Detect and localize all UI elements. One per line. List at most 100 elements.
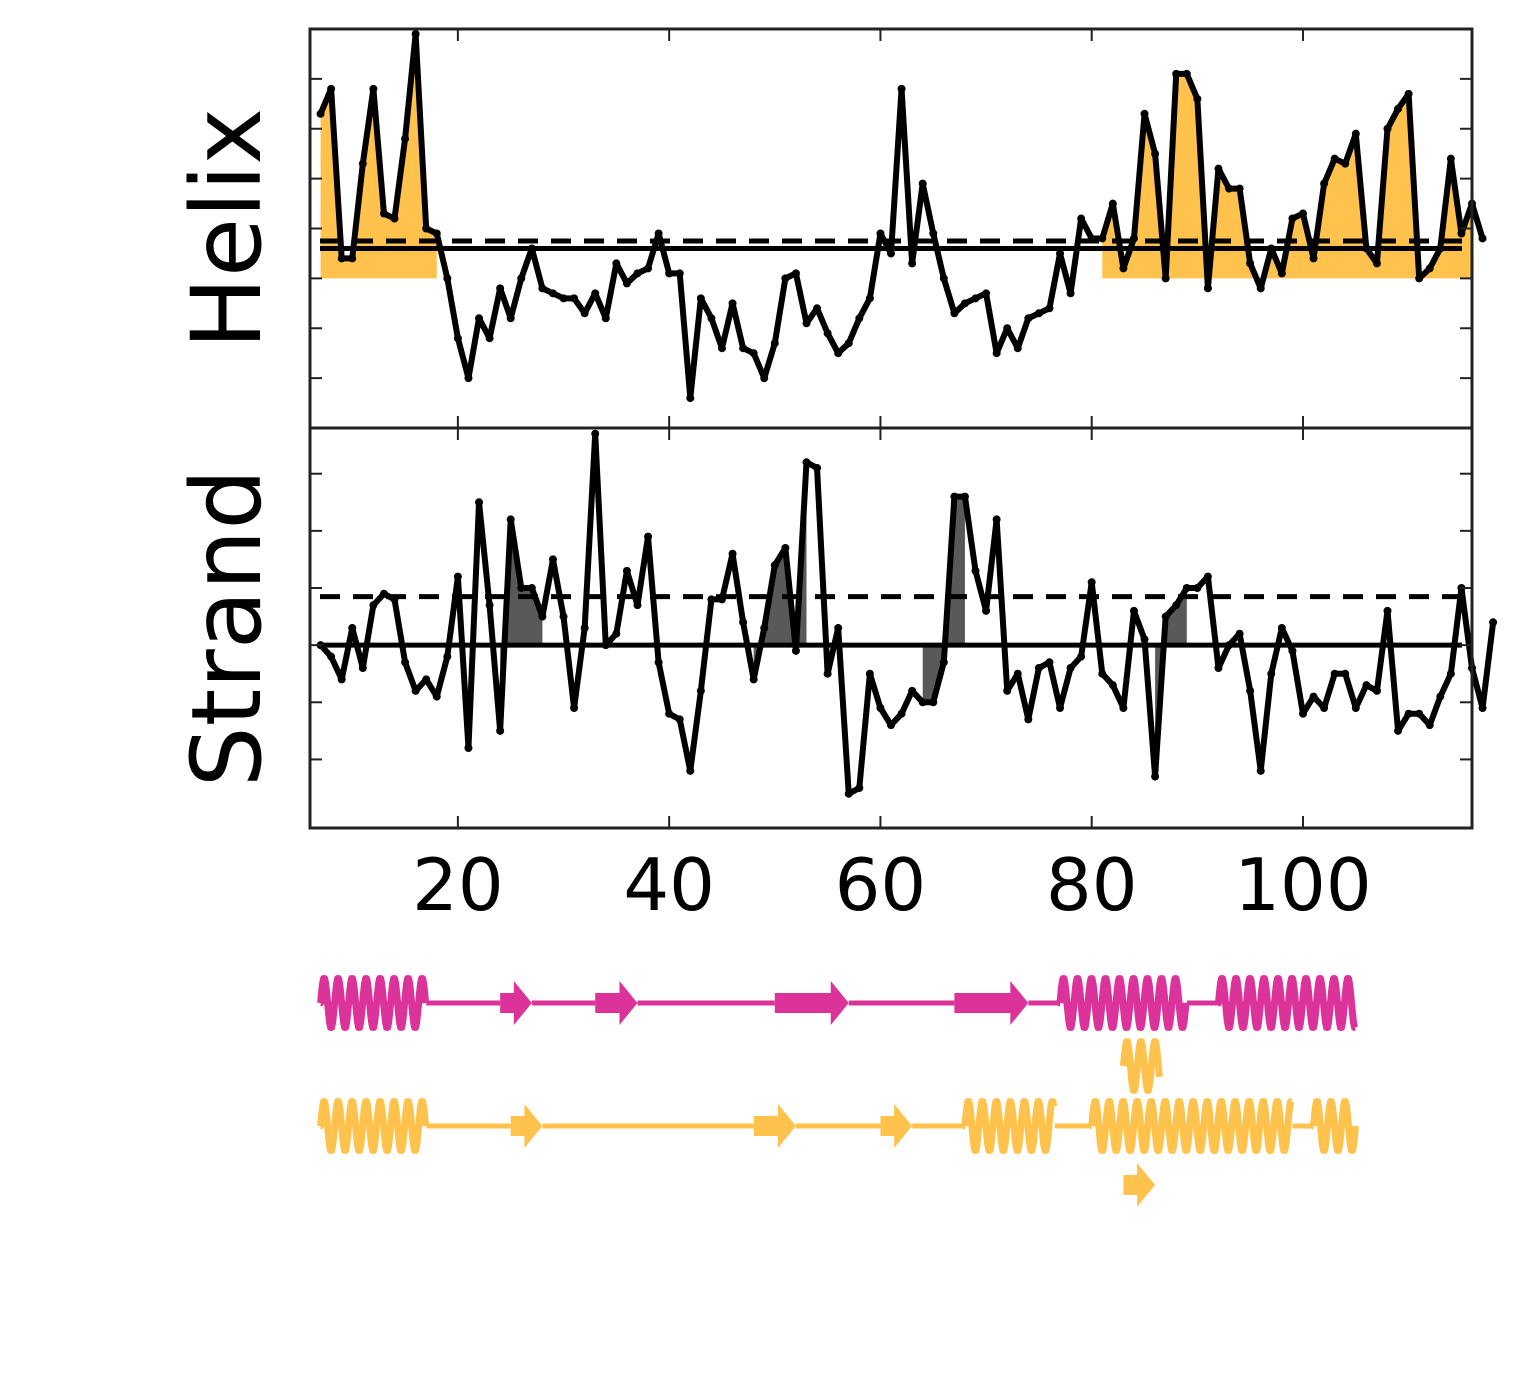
track-yellow	[317, 1098, 1359, 1154]
helix-point	[1066, 289, 1075, 298]
helix-point	[527, 244, 536, 253]
helix-point	[1214, 164, 1223, 173]
strand-point	[1415, 709, 1424, 718]
helix-point	[1151, 149, 1160, 158]
helix-point	[950, 309, 959, 318]
strand-point	[548, 555, 557, 564]
helix-point	[1415, 274, 1424, 283]
helix-point	[1446, 154, 1455, 163]
helix-point	[548, 289, 557, 298]
strand-point	[1045, 658, 1054, 667]
strand-point	[908, 686, 917, 695]
strand-point	[918, 698, 927, 707]
helix-point	[1045, 304, 1054, 313]
strand-point	[527, 584, 536, 592]
strand-fill-2	[922, 496, 965, 703]
helix-point	[939, 274, 948, 283]
strand-point	[876, 704, 885, 712]
strand-point	[559, 612, 568, 621]
helix-point	[728, 299, 737, 308]
strand-point	[580, 624, 589, 632]
helix-point	[971, 294, 980, 303]
helix-point	[887, 249, 895, 258]
helix-point	[369, 84, 378, 93]
helix-point	[717, 344, 726, 353]
strand-frame	[308, 426, 1474, 830]
helix-point	[453, 334, 462, 343]
helix-point	[739, 344, 748, 353]
helix-point	[865, 294, 874, 303]
strand-point	[337, 675, 346, 684]
strand-point	[1246, 686, 1255, 695]
strand-arrow	[1123, 1163, 1156, 1207]
strand-point	[992, 515, 1001, 524]
strand-point	[1151, 772, 1160, 781]
strand-point	[1172, 601, 1181, 610]
strand-point	[1098, 669, 1107, 678]
helix-point	[612, 259, 621, 268]
strand-point	[675, 715, 684, 724]
strand-point	[475, 498, 484, 507]
strand-point	[707, 595, 716, 604]
strand-point	[1235, 629, 1244, 638]
strand-point	[443, 652, 452, 661]
helix-point	[1161, 274, 1170, 283]
helix-coil	[1310, 1098, 1359, 1154]
strand-point	[1203, 572, 1212, 581]
strand-point	[1309, 692, 1318, 701]
helix-point	[327, 84, 336, 93]
helix-point	[401, 134, 410, 143]
helix-point	[443, 274, 452, 283]
helix-point	[337, 254, 346, 263]
helix-point	[675, 269, 684, 278]
strand-point	[591, 429, 600, 438]
strand-point	[1372, 686, 1381, 695]
helix-point	[1288, 214, 1297, 223]
helix-point	[570, 294, 579, 303]
helix-point	[432, 229, 441, 238]
strand-arrow	[753, 1104, 796, 1148]
helix-point	[1129, 234, 1138, 243]
helix-point	[834, 349, 843, 358]
helix-point	[1077, 214, 1086, 223]
helix-point	[844, 339, 853, 348]
strand-point	[453, 572, 462, 581]
helix-point	[601, 314, 610, 323]
helix-point	[918, 179, 927, 188]
strand-point	[1362, 681, 1371, 690]
strand-arrow	[774, 981, 849, 1025]
strand-point	[327, 652, 336, 661]
helix-point	[1436, 244, 1445, 253]
helix-point	[1024, 314, 1033, 323]
helix-point	[1193, 94, 1202, 103]
strand-point	[369, 601, 378, 610]
strand-point	[1436, 692, 1445, 701]
strand-point	[1267, 669, 1276, 678]
helix-coil	[1119, 1038, 1163, 1094]
helix-point	[1372, 259, 1381, 268]
helix-point	[475, 314, 484, 323]
strand-point	[538, 612, 547, 621]
strand-point	[728, 549, 737, 558]
helix-point	[707, 314, 716, 323]
strand-point	[665, 709, 674, 718]
helix-coil	[317, 1098, 430, 1154]
strand-arrow	[954, 981, 1029, 1025]
strand-point	[865, 669, 874, 678]
strand-point	[897, 709, 906, 718]
strand-point	[1277, 624, 1286, 632]
strand-point	[633, 601, 642, 610]
strand-point	[654, 658, 663, 667]
strand-point	[1034, 664, 1043, 672]
helix-point	[1351, 129, 1360, 138]
x-tick-label: 80	[1046, 843, 1138, 927]
strand-point	[770, 561, 779, 570]
strand-point	[1404, 709, 1413, 718]
helix-coil	[317, 975, 430, 1031]
strand-point	[422, 675, 431, 684]
strand-point	[1013, 669, 1022, 678]
strand-point	[390, 595, 399, 604]
strand-point	[1489, 618, 1498, 627]
strand-point	[1288, 646, 1297, 655]
helix-point	[1108, 199, 1117, 208]
